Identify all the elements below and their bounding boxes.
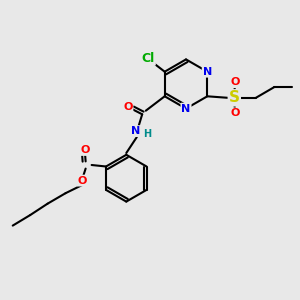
Text: O: O bbox=[230, 108, 240, 118]
Text: O: O bbox=[230, 77, 240, 87]
Text: O: O bbox=[77, 176, 87, 186]
Text: Cl: Cl bbox=[142, 52, 155, 65]
Text: H: H bbox=[143, 129, 152, 139]
Text: N: N bbox=[203, 67, 212, 77]
Text: O: O bbox=[123, 102, 133, 112]
Text: N: N bbox=[131, 126, 140, 136]
Text: N: N bbox=[182, 103, 190, 114]
Text: O: O bbox=[80, 145, 90, 155]
Text: S: S bbox=[229, 90, 240, 105]
